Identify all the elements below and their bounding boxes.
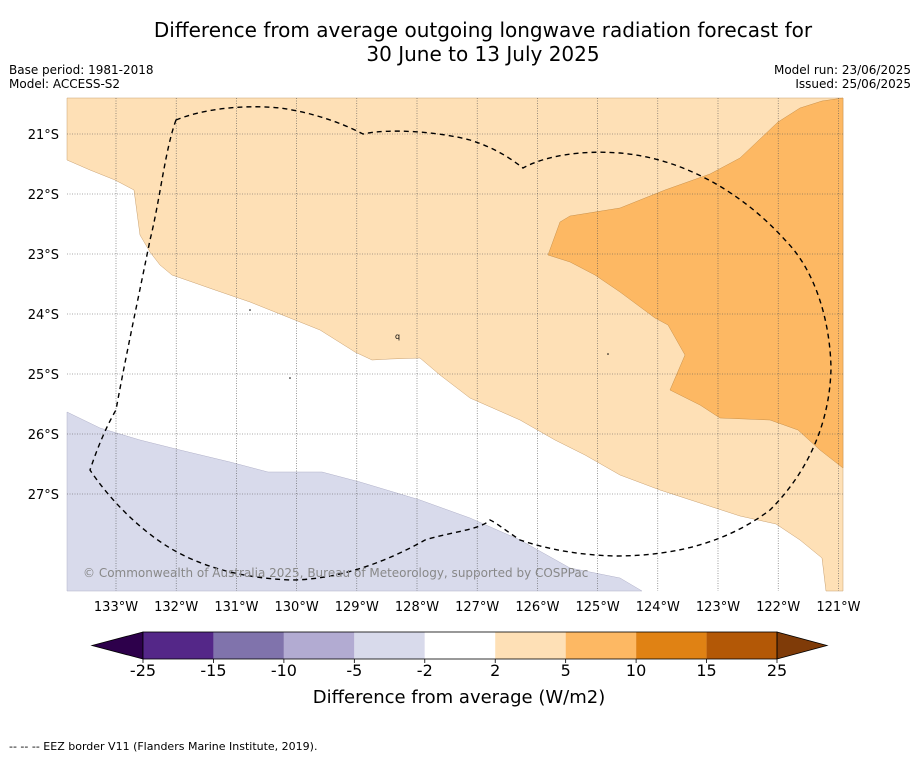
longitude-label: 121°W — [816, 600, 860, 615]
latitude-label: 21°S — [28, 128, 59, 143]
island-speck — [249, 309, 251, 311]
base-period: Base period: 1981-2018 — [9, 63, 154, 77]
issued-date: Issued: 25/06/2025 — [795, 77, 911, 91]
colorbar-segment — [495, 632, 566, 659]
colorbar-tick-label: -25 — [130, 661, 156, 680]
copyright-text: © Commonwealth of Australia 2025, Bureau… — [83, 566, 588, 580]
colorbar-tick-label: 25 — [767, 661, 787, 680]
latitude-label: 26°S — [28, 428, 59, 443]
longitude-labels: 133°W 132°W 131°W 130°W 129°W 128°W 127°W 126°W… — [94, 600, 861, 615]
colorbar-tick-label: 5 — [561, 661, 571, 680]
colorbar-segment — [143, 632, 214, 659]
longitude-label: 133°W — [94, 600, 138, 615]
colorbar-tick-label: 10 — [626, 661, 646, 680]
meta-right: Model run: 23/06/2025 Issued: 25/06/2025 — [774, 63, 911, 91]
longitude-label: 126°W — [515, 600, 559, 615]
colorbar-segment — [636, 632, 707, 659]
chart-title: Difference from average outgoing longwav… — [0, 18, 919, 66]
longitude-label: 127°W — [455, 600, 499, 615]
meta-left: Base period: 1981-2018 Model: ACCESS-S2 — [9, 63, 154, 91]
title-line-2: 30 June to 13 July 2025 — [366, 42, 600, 66]
colorbar-segment — [213, 632, 284, 659]
title-line-1: Difference from average outgoing longwav… — [153, 18, 813, 42]
colorbar-tick-label: -10 — [271, 661, 297, 680]
anomaly-region-minus5-to-minus2 — [66, 411, 643, 592]
colorbar-tick-label: -5 — [346, 661, 362, 680]
latitude-label: 24°S — [28, 308, 59, 323]
model-run: Model run: 23/06/2025 — [773, 63, 911, 77]
island-speck — [607, 353, 609, 355]
longitude-label: 129°W — [335, 600, 379, 615]
longitude-label: 122°W — [756, 600, 800, 615]
latitude-label: 27°S — [28, 488, 59, 503]
latitude-label: 23°S — [28, 248, 59, 263]
longitude-label: 128°W — [395, 600, 439, 615]
colorbar-tick-label: 15 — [696, 661, 716, 680]
island-speck — [289, 377, 291, 379]
island-marker: q — [395, 332, 400, 341]
colorbar-segment — [706, 632, 777, 659]
model-name: Model: ACCESS-S2 — [9, 77, 121, 91]
colorbar-ticks: -25 -15 -10 -5 -2 2 5 10 15 25 — [130, 659, 787, 680]
colorbar-under-arrow — [90, 631, 144, 660]
latitude-labels: 21°S 22°S 23°S 24°S 25°S 26°S 27°S — [28, 128, 59, 503]
colorbar-segment — [283, 632, 355, 659]
colorbar-tick-label: 2 — [490, 661, 500, 680]
anomaly-region-5-to-10 — [547, 97, 844, 469]
longitude-label: 124°W — [636, 600, 680, 615]
longitude-label: 125°W — [576, 600, 620, 615]
colorbar-tick-label: -15 — [200, 661, 226, 680]
eez-legend-note: -- -- -- EEZ border V11 (Flanders Marine… — [9, 740, 318, 753]
eez-border — [89, 106, 832, 581]
colorbar-tick-label: -2 — [417, 661, 433, 680]
colorbar — [90, 631, 829, 660]
colorbar-label: Difference from average (W/m2) — [313, 687, 605, 708]
latitude-label: 25°S — [28, 368, 59, 383]
longitude-label: 130°W — [275, 600, 319, 615]
graticule — [67, 98, 843, 591]
colorbar-segment — [424, 632, 496, 659]
longitude-label: 132°W — [154, 600, 198, 615]
colorbar-segment — [565, 632, 637, 659]
colorbar-outline — [142, 631, 778, 660]
colorbar-segment — [354, 632, 425, 659]
latitude-label: 22°S — [28, 188, 59, 203]
colorbar-over-arrow — [776, 631, 829, 660]
longitude-label: 131°W — [214, 600, 258, 615]
longitude-label: 123°W — [696, 600, 740, 615]
